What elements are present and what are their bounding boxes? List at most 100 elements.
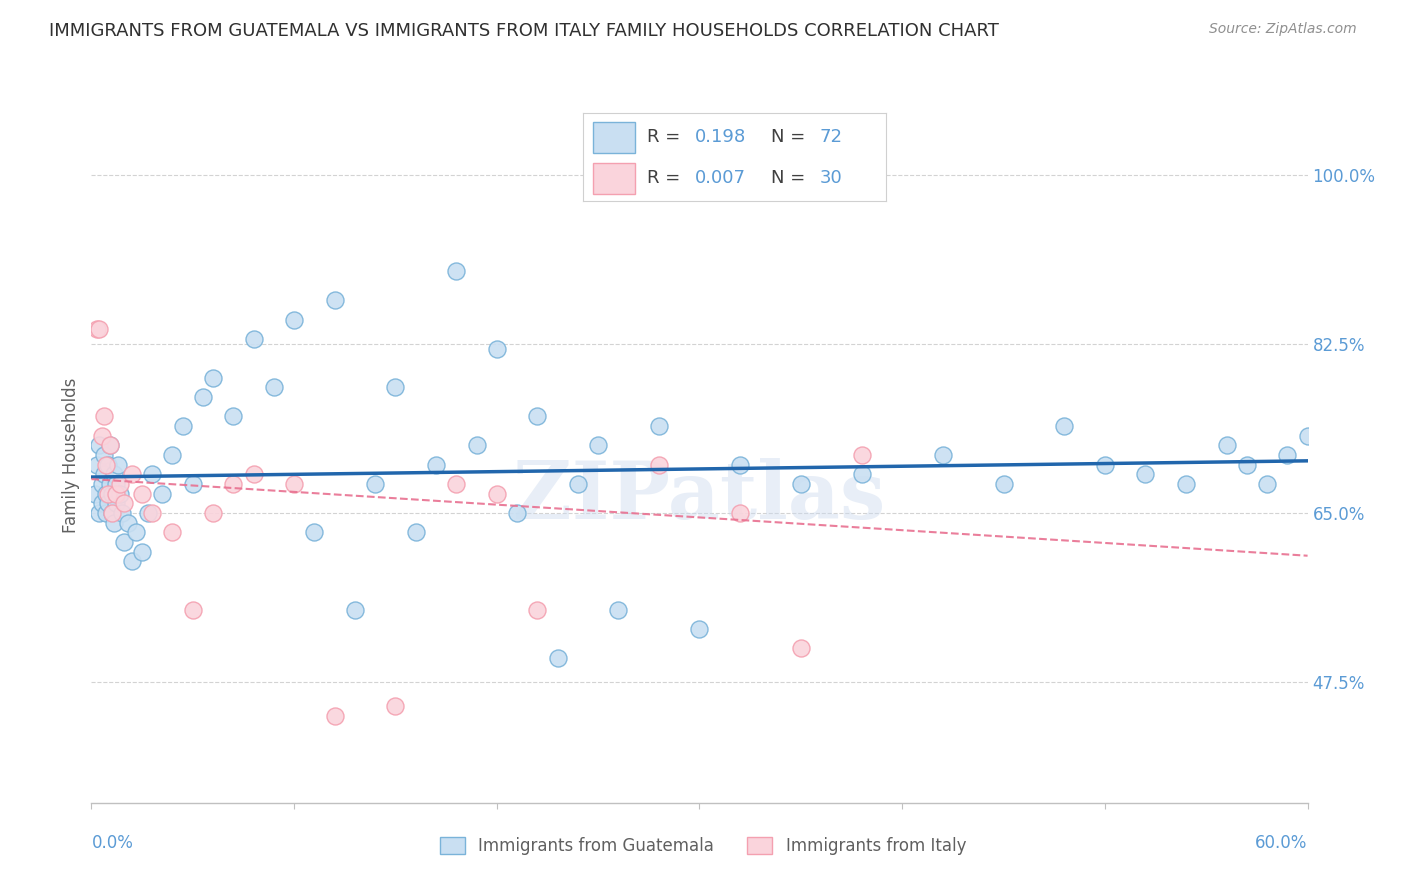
Point	[263, 380, 285, 394]
Point	[117, 516, 139, 530]
Point	[1215, 438, 1237, 452]
Point	[112, 535, 135, 549]
FancyBboxPatch shape	[592, 163, 636, 194]
Point	[86, 322, 108, 336]
Point	[323, 708, 346, 723]
Point	[84, 486, 107, 500]
Point	[89, 438, 111, 452]
Point	[242, 332, 264, 346]
Point	[97, 496, 120, 510]
Point	[94, 458, 117, 472]
Point	[425, 458, 447, 472]
Point	[1256, 477, 1278, 491]
Text: N =: N =	[770, 128, 811, 146]
Point	[86, 458, 108, 472]
Point	[304, 525, 326, 540]
Text: R =: R =	[647, 169, 686, 187]
Point	[444, 264, 467, 278]
Point	[202, 506, 225, 520]
Point	[1236, 458, 1258, 472]
Point	[405, 525, 427, 540]
Point	[1094, 458, 1116, 472]
Point	[191, 390, 214, 404]
Point	[121, 554, 143, 568]
Point	[993, 477, 1015, 491]
Point	[162, 448, 184, 462]
Point	[94, 506, 117, 520]
Point	[222, 477, 245, 491]
Point	[97, 486, 120, 500]
Point	[586, 178, 609, 192]
Point	[526, 409, 548, 424]
Point	[150, 486, 173, 500]
Point	[104, 496, 127, 510]
Text: Source: ZipAtlas.com: Source: ZipAtlas.com	[1209, 22, 1357, 37]
Point	[790, 477, 813, 491]
Point	[851, 448, 873, 462]
Point	[728, 458, 751, 472]
Point	[648, 458, 671, 472]
Point	[526, 602, 548, 616]
Text: 30: 30	[820, 169, 842, 187]
Point	[89, 322, 111, 336]
Point	[121, 467, 143, 482]
Point	[93, 467, 115, 482]
Point	[283, 477, 305, 491]
Point	[108, 477, 131, 491]
Text: 72: 72	[820, 128, 842, 146]
Point	[1053, 419, 1076, 434]
Point	[181, 477, 204, 491]
Point	[103, 516, 125, 530]
Point	[93, 448, 115, 462]
Point	[94, 486, 117, 500]
Point	[790, 641, 813, 656]
Point	[222, 409, 245, 424]
Text: ZIPatlas: ZIPatlas	[513, 458, 886, 536]
Text: 0.0%: 0.0%	[91, 834, 134, 852]
Point	[688, 622, 710, 636]
Point	[283, 312, 305, 326]
Point	[364, 477, 387, 491]
Point	[98, 438, 121, 452]
Point	[931, 448, 953, 462]
Point	[648, 419, 671, 434]
Point	[89, 506, 111, 520]
Text: 60.0%: 60.0%	[1256, 834, 1308, 852]
Point	[506, 506, 529, 520]
Point	[141, 467, 163, 482]
Point	[108, 486, 131, 500]
Point	[465, 438, 488, 452]
Text: 0.007: 0.007	[696, 169, 747, 187]
Point	[112, 496, 135, 510]
Point	[567, 477, 589, 491]
Point	[586, 438, 609, 452]
Point	[111, 506, 134, 520]
Point	[100, 506, 122, 520]
Point	[100, 486, 122, 500]
Point	[1296, 428, 1319, 442]
Point	[343, 602, 366, 616]
Text: R =: R =	[647, 128, 686, 146]
Point	[103, 467, 125, 482]
Text: 0.198: 0.198	[696, 128, 747, 146]
Point	[1175, 477, 1198, 491]
Point	[98, 438, 121, 452]
Point	[136, 506, 159, 520]
Point	[90, 496, 112, 510]
Point	[851, 467, 873, 482]
Y-axis label: Family Households: Family Households	[62, 377, 80, 533]
Text: IMMIGRANTS FROM GUATEMALA VS IMMIGRANTS FROM ITALY FAMILY HOUSEHOLDS CORRELATION: IMMIGRANTS FROM GUATEMALA VS IMMIGRANTS …	[49, 22, 1000, 40]
Point	[162, 525, 184, 540]
Point	[242, 467, 264, 482]
Point	[125, 525, 148, 540]
Point	[181, 602, 204, 616]
Point	[131, 544, 153, 558]
FancyBboxPatch shape	[592, 122, 636, 153]
Point	[384, 380, 406, 394]
Point	[107, 458, 129, 472]
Point	[1135, 467, 1157, 482]
Point	[90, 477, 112, 491]
Point	[728, 506, 751, 520]
Point	[444, 477, 467, 491]
Point	[141, 506, 163, 520]
